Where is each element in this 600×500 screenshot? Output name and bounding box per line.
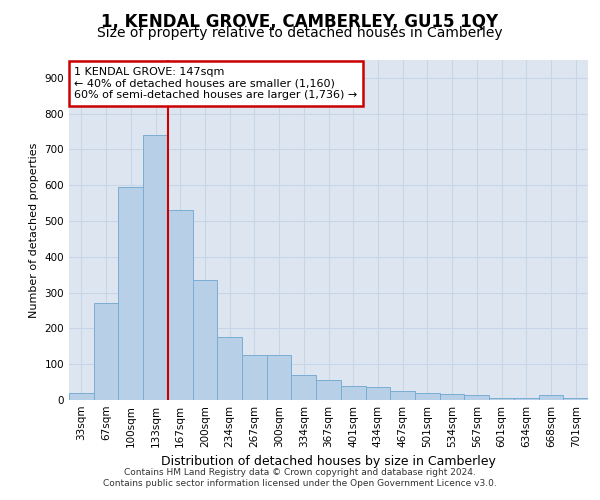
Text: 1 KENDAL GROVE: 147sqm
← 40% of detached houses are smaller (1,160)
60% of semi-: 1 KENDAL GROVE: 147sqm ← 40% of detached… — [74, 67, 358, 100]
X-axis label: Distribution of detached houses by size in Camberley: Distribution of detached houses by size … — [161, 456, 496, 468]
Bar — [316, 380, 341, 400]
Bar — [464, 394, 489, 400]
Bar — [514, 398, 539, 400]
Text: 1, KENDAL GROVE, CAMBERLEY, GU15 1QY: 1, KENDAL GROVE, CAMBERLEY, GU15 1QY — [101, 12, 499, 30]
Bar — [193, 280, 217, 400]
Bar — [489, 398, 514, 400]
Bar — [539, 394, 563, 400]
Bar — [94, 304, 118, 400]
Bar — [415, 393, 440, 400]
Bar — [267, 356, 292, 400]
Bar — [390, 391, 415, 400]
Bar — [341, 386, 365, 400]
Bar — [118, 187, 143, 400]
Bar — [217, 338, 242, 400]
Bar — [69, 393, 94, 400]
Bar — [242, 356, 267, 400]
Y-axis label: Number of detached properties: Number of detached properties — [29, 142, 39, 318]
Bar — [168, 210, 193, 400]
Bar — [563, 398, 588, 400]
Bar — [440, 394, 464, 400]
Bar — [143, 135, 168, 400]
Bar — [365, 388, 390, 400]
Bar — [292, 375, 316, 400]
Text: Contains HM Land Registry data © Crown copyright and database right 2024.
Contai: Contains HM Land Registry data © Crown c… — [103, 468, 497, 487]
Text: Size of property relative to detached houses in Camberley: Size of property relative to detached ho… — [97, 26, 503, 40]
